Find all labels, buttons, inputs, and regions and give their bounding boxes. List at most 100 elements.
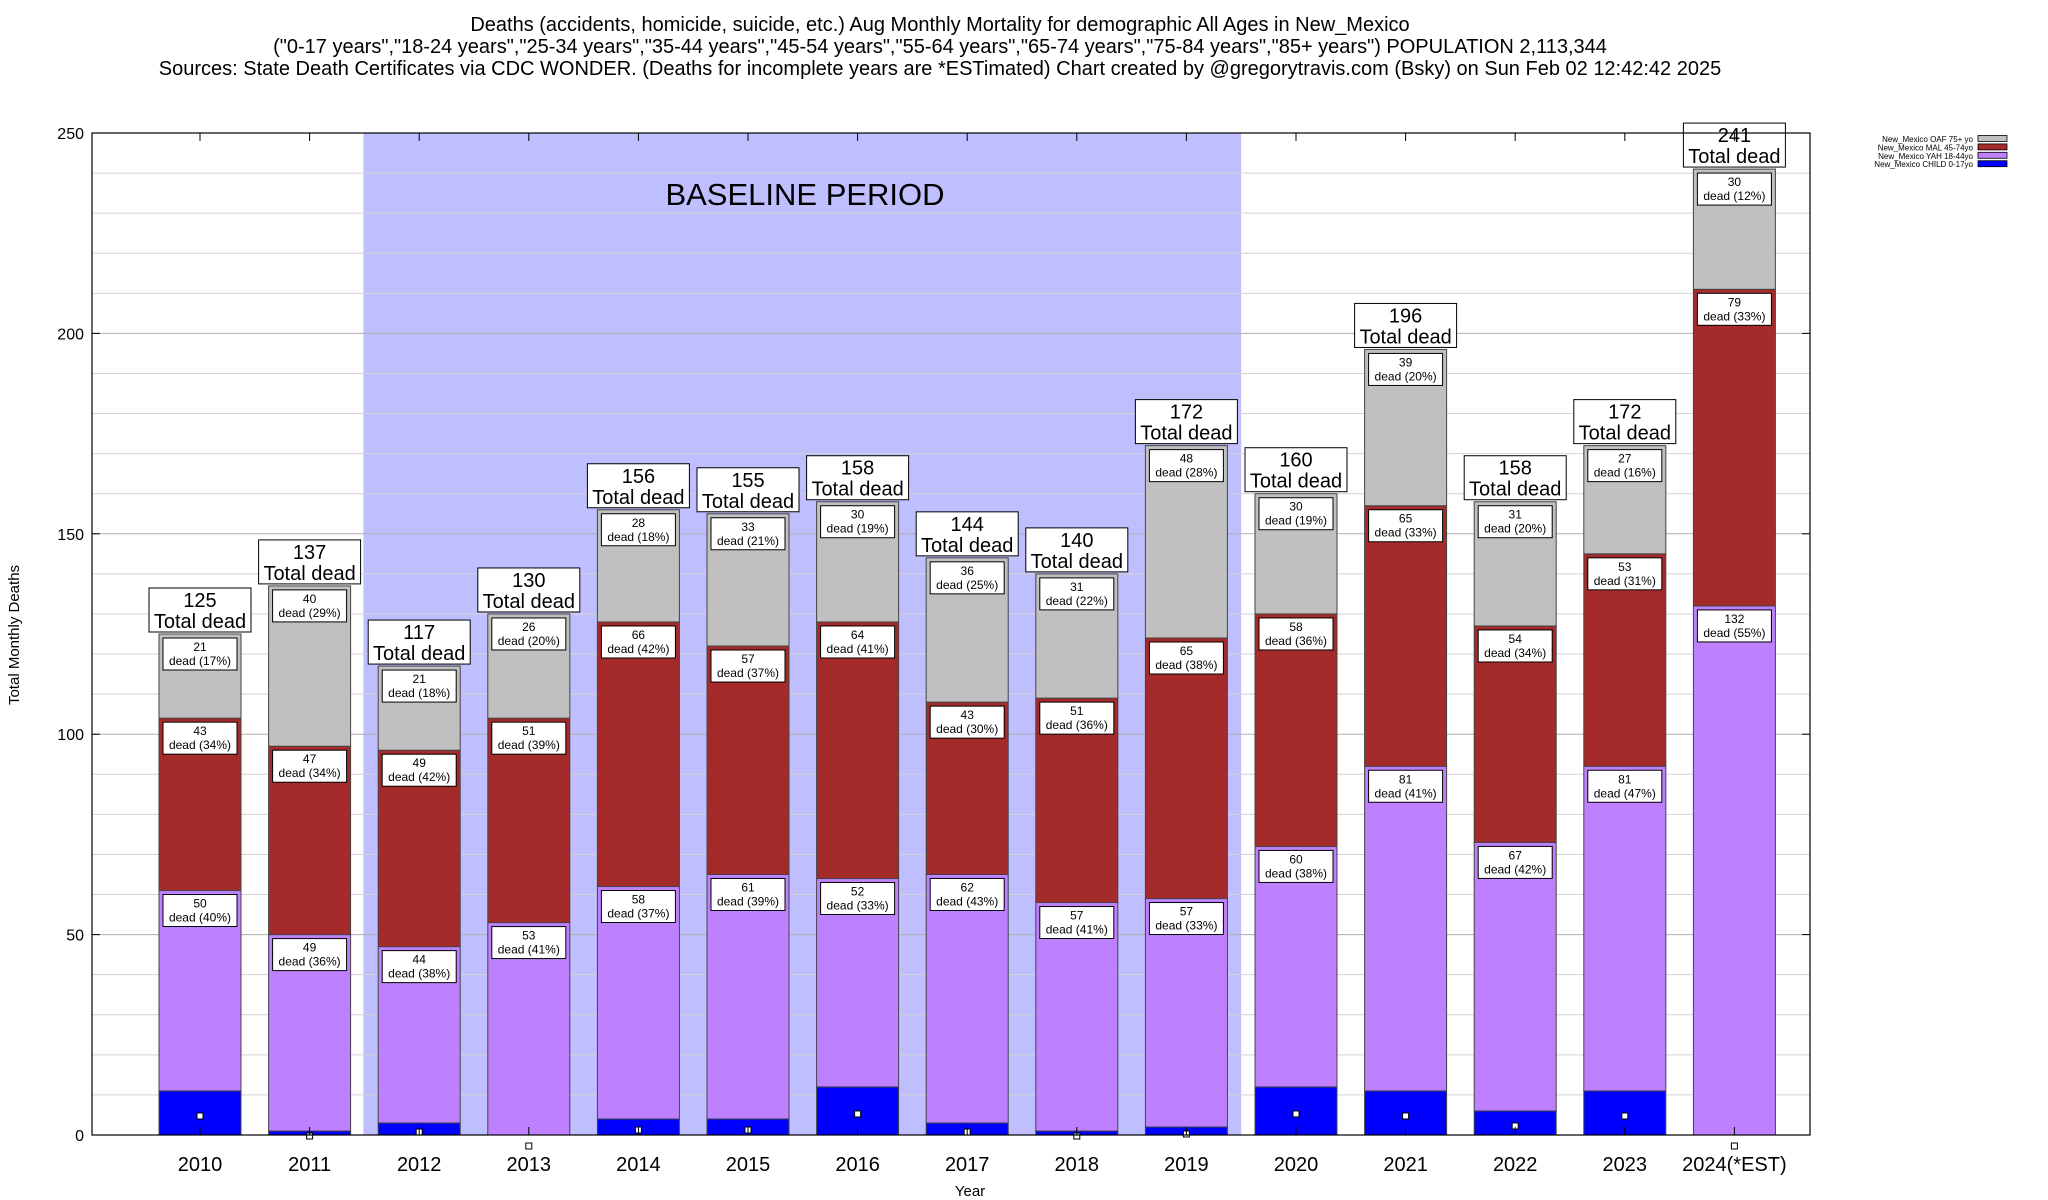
segment-percent: 41% bbox=[861, 642, 885, 656]
segment-percent: 30% bbox=[970, 722, 994, 736]
segment-label-box bbox=[272, 938, 348, 972]
segment-percent-label: dead (16%) bbox=[1594, 466, 1656, 480]
total-dead-label: Total dead bbox=[592, 487, 684, 509]
dead-word: dead bbox=[279, 606, 306, 620]
x-tick-label: 2011 bbox=[288, 1154, 331, 1176]
total-label-box bbox=[1025, 527, 1129, 573]
segment-label-box bbox=[1148, 449, 1224, 483]
dead-word: dead bbox=[1484, 522, 1511, 536]
segment-value-label: 81 bbox=[1618, 772, 1632, 786]
total-dead-label: Total dead bbox=[154, 611, 246, 633]
segment-value-label: 62 bbox=[961, 880, 975, 894]
x-tick-label: 2023 bbox=[1603, 1154, 1648, 1176]
bar-segment-yah bbox=[1583, 765, 1667, 1092]
segment-label-box bbox=[1477, 845, 1553, 879]
segment-percent-label: dead (28%) bbox=[1155, 466, 1217, 480]
segment-percent-label: dead (39%) bbox=[717, 894, 779, 908]
y-axis-title: Total Monthly Deaths bbox=[6, 565, 23, 705]
segment-percent-label: dead (33%) bbox=[1155, 919, 1217, 933]
bar-segment-mal bbox=[596, 621, 680, 888]
segment-value-label: 30 bbox=[851, 508, 865, 522]
segment-value-label: 30 bbox=[1289, 500, 1303, 514]
segment-percent: 38% bbox=[422, 967, 446, 981]
segment-percent: 39% bbox=[751, 894, 775, 908]
segment-percent: 18% bbox=[641, 530, 665, 544]
segment-percent: 16% bbox=[1628, 466, 1652, 480]
segment-percent: 42% bbox=[422, 770, 446, 784]
dead-word: dead bbox=[936, 722, 963, 736]
segment-label-box bbox=[162, 721, 238, 755]
chart-title-block: Deaths (accidents, homicide, suicide, et… bbox=[0, 14, 1880, 80]
segment-label-box bbox=[820, 625, 896, 659]
total-dead-label: Total dead bbox=[1579, 423, 1671, 445]
bar-segment-mal bbox=[1364, 505, 1448, 767]
segment-percent: 33% bbox=[1737, 309, 1761, 323]
segment-percent-label: dead (18%) bbox=[388, 686, 450, 700]
segment-value-label: 49 bbox=[413, 756, 427, 770]
segment-label-box bbox=[710, 649, 786, 683]
segment-value-label: 53 bbox=[522, 929, 536, 943]
segment-value-label: 57 bbox=[1180, 905, 1194, 919]
segment-value-label: 44 bbox=[413, 953, 427, 967]
segment-percent: 18% bbox=[422, 686, 446, 700]
dead-word: dead bbox=[279, 955, 306, 969]
segment-percent-label: dead (39%) bbox=[498, 738, 560, 752]
total-value-label: 172 bbox=[1170, 402, 1203, 424]
segment-percent: 42% bbox=[641, 642, 665, 656]
segment-percent-label: dead (36%) bbox=[1265, 634, 1327, 648]
segment-percent-label: dead (41%) bbox=[1375, 786, 1437, 800]
x-tick-label: 2015 bbox=[726, 1154, 771, 1176]
segment-label-box bbox=[1258, 497, 1334, 531]
segment-percent-label: dead (37%) bbox=[607, 907, 669, 921]
total-dead-label: Total dead bbox=[811, 479, 903, 501]
dead-word: dead bbox=[1484, 862, 1511, 876]
segment-percent: 21% bbox=[751, 534, 775, 548]
total-label-box bbox=[1354, 302, 1458, 348]
dead-word: dead bbox=[1375, 526, 1402, 540]
segment-percent-label: dead (43%) bbox=[936, 894, 998, 908]
total-label-box bbox=[148, 587, 252, 633]
bar-segment-yah bbox=[1364, 765, 1448, 1092]
segment-percent: 33% bbox=[1409, 526, 1433, 540]
segment-label-box bbox=[162, 637, 238, 671]
legend-swatch-mal bbox=[1977, 143, 2008, 151]
total-label-box bbox=[477, 567, 581, 613]
x-tick-label: 2018 bbox=[1055, 1154, 1100, 1176]
dead-word: dead bbox=[1703, 309, 1730, 323]
segment-value-label: 21 bbox=[413, 672, 427, 686]
child-value-marker bbox=[1292, 1110, 1300, 1118]
segment-percent: 20% bbox=[532, 634, 556, 648]
dead-word: dead bbox=[1703, 189, 1730, 203]
segment-label-box bbox=[710, 517, 786, 551]
dead-word: dead bbox=[1265, 634, 1292, 648]
segment-percent-label: dead (17%) bbox=[169, 654, 231, 668]
plot-frame bbox=[91, 132, 1811, 1136]
segment-value-label: 27 bbox=[1618, 452, 1632, 466]
segment-percent-label: dead (41%) bbox=[827, 642, 889, 656]
segment-percent: 25% bbox=[970, 578, 994, 592]
segment-percent-label: dead (38%) bbox=[1155, 658, 1217, 672]
total-label-box bbox=[1573, 399, 1677, 445]
dead-word: dead bbox=[388, 770, 415, 784]
legend-swatch-child bbox=[1977, 160, 2008, 168]
y-tick-label: 0 bbox=[75, 1128, 84, 1145]
segment-value-label: 50 bbox=[193, 897, 207, 911]
legend-label: New_Mexico MAL 45-74yo bbox=[1878, 143, 1974, 152]
dead-word: dead bbox=[498, 738, 525, 752]
segment-label-box bbox=[600, 513, 676, 547]
segment-value-label: 65 bbox=[1399, 512, 1413, 526]
segment-percent: 36% bbox=[1080, 718, 1104, 732]
segment-label-box bbox=[710, 877, 786, 911]
segment-percent-label: dead (47%) bbox=[1594, 786, 1656, 800]
segment-percent-label: dead (42%) bbox=[388, 770, 450, 784]
total-label-box bbox=[1244, 447, 1348, 493]
dead-word: dead bbox=[169, 654, 196, 668]
total-dead-label: Total dead bbox=[702, 491, 794, 513]
segment-label-box bbox=[272, 589, 348, 623]
segment-percent-label: dead (20%) bbox=[1375, 369, 1437, 383]
x-tick-label: 2024(*EST) bbox=[1682, 1154, 1787, 1176]
segment-value-label: 43 bbox=[193, 724, 207, 738]
x-tick-label: 2010 bbox=[178, 1154, 223, 1176]
total-value-label: 160 bbox=[1279, 450, 1312, 472]
